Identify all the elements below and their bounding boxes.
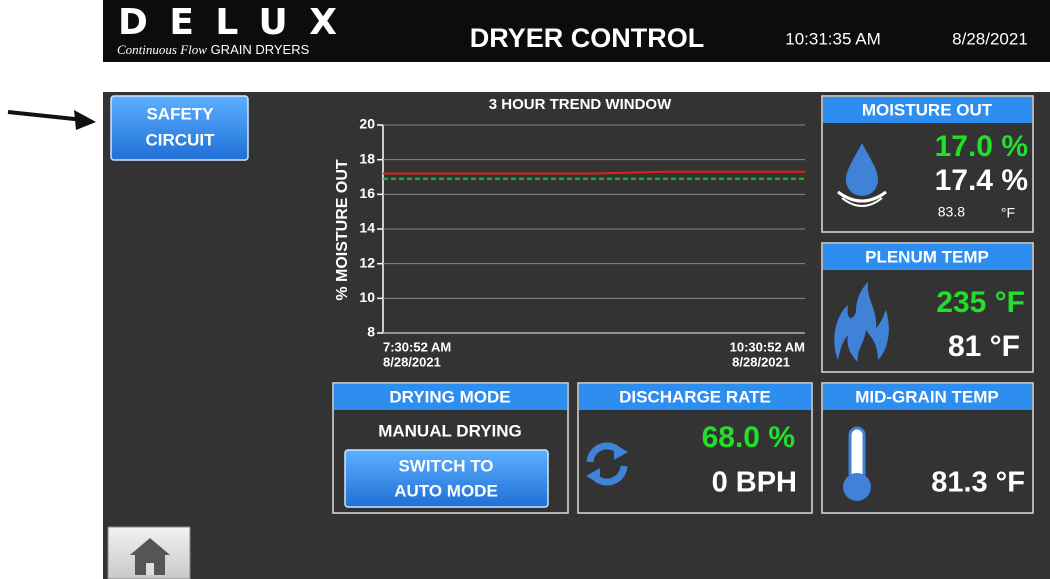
trend-y-label: % MOISTURE OUT	[334, 159, 351, 301]
setpoint: 17.0 %	[935, 130, 1028, 163]
trend-x-end-date: 8/28/2021	[732, 354, 790, 369]
panel-title: DRYING MODE	[389, 387, 510, 406]
actual: 81.3 °F	[931, 467, 1025, 499]
y-tick-label: 10	[359, 289, 375, 305]
clock-time: 10:31:35 AM	[785, 29, 880, 48]
logo-name: DELUX	[118, 2, 343, 43]
setpoint: 235 °F	[936, 286, 1025, 319]
message-strip	[103, 62, 1050, 92]
trend-x-start-date: 8/28/2021	[383, 354, 441, 369]
y-tick-label: 16	[359, 185, 375, 201]
trend-chart: 8 10 12 14 16 18 20	[359, 116, 805, 340]
y-tick-label: 8	[367, 324, 375, 340]
home-button[interactable]	[107, 526, 191, 579]
temperature-unit: °F	[1001, 205, 1015, 221]
mode-status: MANUAL DRYING	[378, 421, 522, 440]
moisture-out-panel: MOISTURE OUT 17.0 % 17.4 % 83.8 °F	[821, 95, 1034, 233]
logo-tagline: Continuous Flow GRAIN DRYERS	[117, 42, 310, 57]
trend-x-end-time: 10:30:52 AM	[730, 339, 805, 354]
y-tick-label: 12	[359, 254, 375, 270]
button-label: AUTO MODE	[394, 481, 498, 500]
mid-grain-temp-panel: MID-GRAIN TEMP 81.3 °F	[821, 382, 1034, 514]
trend-x-start-time: 7:30:52 AM	[383, 339, 451, 354]
y-tick-label: 20	[359, 116, 375, 132]
clock-date: 8/28/2021	[952, 29, 1028, 48]
trend-title: 3 HOUR TREND WINDOW	[489, 96, 672, 113]
button-label: SWITCH TO	[398, 456, 493, 475]
switch-mode-button[interactable]: SWITCH TO AUTO MODE	[344, 449, 549, 508]
screen-title: DRYER CONTROL	[470, 23, 705, 53]
safety-circuit-button[interactable]: SAFETY CIRCUIT	[110, 95, 249, 161]
setpoint: 68.0 %	[702, 421, 795, 454]
actual: 17.4 %	[935, 164, 1028, 197]
pointer-arrow	[7, 110, 96, 130]
panel-title: PLENUM TEMP	[865, 247, 989, 266]
header-bar	[103, 0, 1050, 62]
plenum-temp-panel: PLENUM TEMP 235 °F 81 °F	[821, 242, 1034, 373]
panel-title: MID-GRAIN TEMP	[855, 387, 999, 406]
panel-title: DISCHARGE RATE	[619, 387, 771, 406]
discharge-rate-panel: DISCHARGE RATE 68.0 % 0 BPH	[577, 382, 813, 514]
button-label: SAFETY	[146, 104, 214, 123]
button-label: CIRCUIT	[146, 130, 216, 149]
panel-title: MOISTURE OUT	[862, 100, 993, 119]
actual: 0 BPH	[712, 467, 797, 499]
y-tick-label: 18	[359, 150, 375, 166]
trend-line	[383, 170, 805, 175]
actual: 81 °F	[948, 330, 1020, 363]
y-tick-label: 14	[359, 220, 375, 236]
temperature: 83.8	[938, 204, 965, 220]
